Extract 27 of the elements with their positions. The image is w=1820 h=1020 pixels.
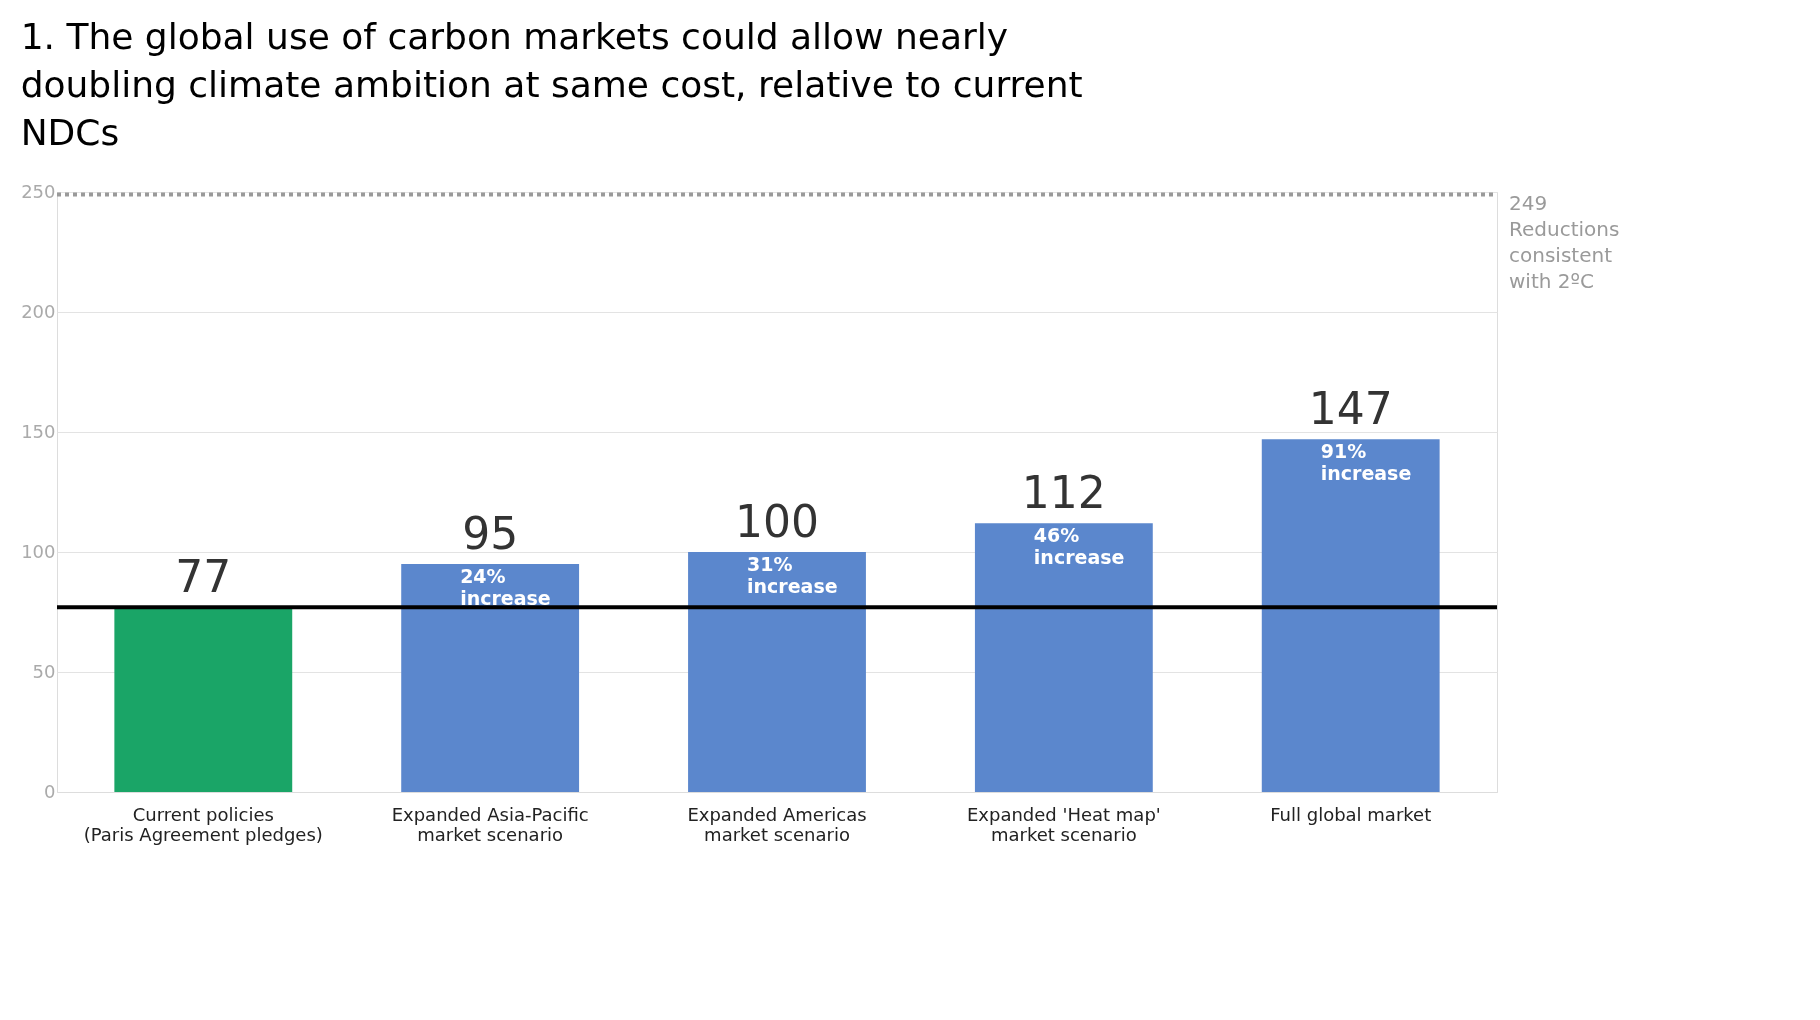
annotation: 31% increase [747,553,838,597]
data-label: 77 [175,551,232,603]
x-tick-label: Expanded 'Heat map' market scenario [966,803,1161,845]
data-label: 147 [1308,383,1393,435]
y-tick-label: 250 [21,180,56,202]
annotation: 46% increase [1033,524,1125,569]
bar [688,552,866,792]
ref-line-label: 249 Reductions consistent with 2ºC [1509,191,1620,294]
x-tick-label: Expanded Asia-Pacific market scenario [391,803,589,845]
bar [114,607,293,792]
bar [401,564,580,792]
data-label: 112 [1021,467,1106,519]
data-label: 95 [462,508,519,559]
y-tick-label: 150 [21,420,56,442]
bar [974,523,1153,792]
y-tick-label: 0 [44,780,56,802]
x-tick-label: Expanded Americas market scenario [687,803,867,845]
chart-title: 1. The global use of carbon markets could allow nearly doubling climate ambition at same cost, relative to current NDCs [20,16,1083,153]
annotation: 24% increase [460,565,551,609]
y-tick-label: 200 [21,300,56,322]
data-label: 100 [735,496,819,547]
y-tick-label: 100 [21,540,56,562]
x-tick-label: Full global market [1270,803,1432,825]
y-tick-label: 50 [32,660,56,682]
annotation: 91% increase [1320,440,1412,485]
x-tick-label: Current policies (Paris Agreement pledges) [83,803,323,845]
bar [1261,439,1440,792]
